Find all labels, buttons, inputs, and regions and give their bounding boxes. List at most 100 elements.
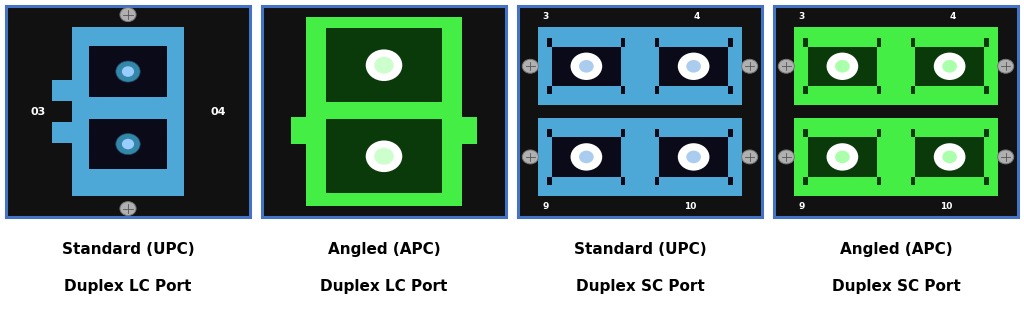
Bar xyxy=(728,46,732,86)
Circle shape xyxy=(686,60,700,73)
Bar xyxy=(306,54,326,76)
Bar xyxy=(808,177,877,185)
Text: Duplex SC Port: Duplex SC Port xyxy=(831,279,961,294)
Circle shape xyxy=(122,139,134,149)
Bar xyxy=(915,38,984,46)
Bar xyxy=(659,129,728,137)
Circle shape xyxy=(942,60,956,73)
Bar xyxy=(654,46,659,86)
Circle shape xyxy=(686,151,700,163)
Bar xyxy=(915,177,984,185)
Text: Duplex LC Port: Duplex LC Port xyxy=(321,279,447,294)
Text: Duplex SC Port: Duplex SC Port xyxy=(575,279,705,294)
Bar xyxy=(794,27,998,105)
Circle shape xyxy=(678,53,710,80)
Bar xyxy=(659,86,728,94)
Text: 4: 4 xyxy=(949,12,956,21)
Bar xyxy=(548,137,552,177)
Bar xyxy=(984,137,988,177)
Bar xyxy=(882,118,910,196)
Bar xyxy=(292,117,306,144)
Circle shape xyxy=(741,59,758,73)
Bar xyxy=(654,38,732,94)
Circle shape xyxy=(374,57,394,74)
Bar xyxy=(808,38,877,46)
Bar xyxy=(326,119,442,193)
Circle shape xyxy=(836,151,850,163)
Bar xyxy=(548,129,626,185)
Text: 3: 3 xyxy=(799,12,805,21)
Text: Standard (UPC): Standard (UPC) xyxy=(573,242,707,257)
Circle shape xyxy=(366,49,402,81)
Circle shape xyxy=(570,53,602,80)
Bar xyxy=(804,46,808,86)
Bar xyxy=(910,46,915,86)
Circle shape xyxy=(120,202,136,215)
Circle shape xyxy=(741,150,758,164)
Circle shape xyxy=(120,8,136,22)
Bar xyxy=(548,46,552,86)
Bar xyxy=(552,129,621,137)
Bar xyxy=(89,113,167,119)
Bar xyxy=(326,28,442,102)
Bar xyxy=(626,27,654,105)
Circle shape xyxy=(580,60,594,73)
Bar xyxy=(877,137,882,177)
Circle shape xyxy=(778,150,795,164)
Circle shape xyxy=(678,143,710,170)
Bar xyxy=(984,46,988,86)
Bar xyxy=(804,129,882,185)
Bar xyxy=(462,117,476,144)
Bar xyxy=(306,145,326,167)
Text: Standard (UPC): Standard (UPC) xyxy=(61,242,195,257)
Circle shape xyxy=(836,60,850,73)
Bar xyxy=(552,86,621,94)
Text: 4: 4 xyxy=(693,12,700,21)
Circle shape xyxy=(942,151,956,163)
Bar xyxy=(728,137,732,177)
Bar xyxy=(915,86,984,94)
Bar xyxy=(910,38,988,94)
Bar xyxy=(808,86,877,94)
Bar xyxy=(804,38,882,94)
Bar xyxy=(89,113,167,176)
Circle shape xyxy=(116,61,140,82)
Circle shape xyxy=(122,66,134,77)
Text: Angled (APC): Angled (APC) xyxy=(840,242,952,257)
Text: 03: 03 xyxy=(30,107,45,117)
Circle shape xyxy=(826,143,858,170)
Circle shape xyxy=(997,150,1014,164)
Circle shape xyxy=(522,150,539,164)
Text: 10: 10 xyxy=(684,202,696,210)
Bar xyxy=(804,137,808,177)
Bar xyxy=(89,40,167,103)
Bar xyxy=(659,38,728,46)
Bar xyxy=(538,27,742,105)
Bar xyxy=(89,169,167,176)
Bar xyxy=(882,27,910,105)
Bar xyxy=(89,40,167,46)
Bar xyxy=(52,122,72,143)
Bar xyxy=(910,137,915,177)
Bar xyxy=(654,129,732,185)
Circle shape xyxy=(374,148,394,165)
Circle shape xyxy=(997,59,1014,73)
Circle shape xyxy=(570,143,602,170)
Text: 10: 10 xyxy=(940,202,952,210)
Bar xyxy=(306,17,462,206)
Bar xyxy=(621,46,626,86)
Circle shape xyxy=(778,59,795,73)
Bar xyxy=(910,129,988,185)
Bar xyxy=(52,80,72,101)
Text: 9: 9 xyxy=(543,202,549,210)
Bar xyxy=(794,118,998,196)
Circle shape xyxy=(522,59,539,73)
Bar xyxy=(915,129,984,137)
Bar xyxy=(538,118,742,196)
Circle shape xyxy=(826,53,858,80)
Bar xyxy=(659,177,728,185)
Bar xyxy=(548,38,626,94)
Bar xyxy=(654,137,659,177)
Bar xyxy=(89,97,167,103)
Text: 3: 3 xyxy=(543,12,549,21)
